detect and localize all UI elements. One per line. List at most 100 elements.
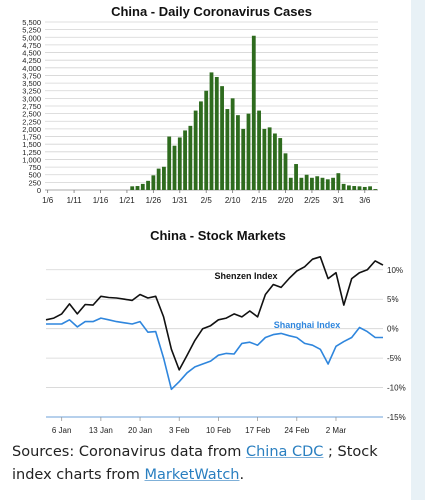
cases-bar bbox=[362, 186, 367, 190]
cases-bar bbox=[230, 98, 235, 190]
cases-y-tick-label: 1,250 bbox=[22, 148, 41, 157]
cases-bar bbox=[151, 175, 156, 190]
cases-bar bbox=[193, 110, 198, 190]
cases-y-tick-label: 2,250 bbox=[22, 117, 41, 126]
cases-y-tick-label: 2,750 bbox=[22, 102, 41, 111]
cases-bar bbox=[188, 125, 193, 190]
stock-y-tick-label: -10% bbox=[387, 384, 406, 393]
cases-bar bbox=[135, 186, 140, 190]
cases-y-tick-label: 4,000 bbox=[22, 64, 41, 73]
stock-y-tick-label: -15% bbox=[387, 413, 406, 422]
cases-bar bbox=[320, 177, 325, 190]
cases-bar bbox=[167, 136, 172, 190]
cases-x-tick-label: 2/20 bbox=[278, 196, 294, 205]
cases-y-tick-label: 3,000 bbox=[22, 94, 41, 103]
cases-bar bbox=[246, 113, 251, 190]
cases-bar bbox=[278, 138, 283, 190]
cases-bar bbox=[267, 127, 272, 190]
stock-x-tick-label: 6 Jan bbox=[52, 426, 72, 435]
cases-chart-title: China - Daily Coronavirus Cases bbox=[111, 4, 312, 19]
cases-y-tick-label: 250 bbox=[28, 178, 41, 187]
cases-y-tick-label: 4,750 bbox=[22, 41, 41, 50]
cases-y-tick-label: 5,000 bbox=[22, 33, 41, 42]
cases-y-tick-label: 2,000 bbox=[22, 125, 41, 134]
cases-bar bbox=[214, 76, 219, 190]
cases-bar bbox=[315, 176, 320, 190]
shenzen-index-label: Shenzen Index bbox=[214, 271, 277, 281]
cases-bar bbox=[336, 173, 341, 190]
caption-prefix: Sources: Coronavirus data from bbox=[12, 444, 246, 460]
cases-x-tick-label: 1/26 bbox=[146, 196, 162, 205]
cases-y-tick-label: 0 bbox=[37, 186, 41, 195]
shanghai-index-line bbox=[46, 317, 383, 391]
cases-bar bbox=[162, 166, 166, 190]
cases-bar bbox=[172, 145, 177, 190]
daily-cases-chart: China - Daily Coronavirus Cases 025050075… bbox=[22, 4, 378, 205]
cases-bar bbox=[273, 133, 277, 190]
cases-y-tick-label: 500 bbox=[28, 171, 41, 180]
cases-y-tick-label: 3,250 bbox=[22, 87, 41, 96]
stock-y-tick-label: 0% bbox=[387, 325, 399, 334]
cases-bar bbox=[146, 180, 150, 190]
cases-bar bbox=[357, 186, 362, 190]
cases-bar bbox=[341, 183, 346, 190]
cases-bar bbox=[140, 183, 145, 190]
cases-y-tick-label: 3,750 bbox=[22, 71, 41, 80]
stock-x-tick-label: 3 Feb bbox=[169, 426, 190, 435]
cases-x-tick-label: 1/31 bbox=[172, 196, 188, 205]
stock-x-tick-label: 13 Jan bbox=[89, 426, 113, 435]
shenzen-index-line bbox=[45, 255, 384, 371]
cases-x-tick-label: 2/15 bbox=[251, 196, 267, 205]
cases-bar bbox=[288, 177, 293, 190]
cases-bar bbox=[373, 189, 378, 190]
china-cdc-link[interactable]: China CDC bbox=[245, 444, 324, 460]
cases-bar bbox=[304, 174, 309, 190]
cases-bar bbox=[257, 110, 261, 190]
cases-bar bbox=[241, 128, 246, 190]
cases-bar bbox=[177, 137, 182, 190]
stock-x-tick-label: 24 Feb bbox=[284, 426, 309, 435]
cases-bar bbox=[209, 72, 214, 190]
cases-y-tick-label: 750 bbox=[28, 163, 41, 172]
caption-suffix: . bbox=[239, 467, 245, 483]
cases-bar bbox=[294, 164, 298, 190]
cases-bar bbox=[283, 153, 288, 190]
cases-x-tick-label: 2/5 bbox=[201, 196, 213, 205]
cases-x-tick-label: 1/21 bbox=[119, 196, 135, 205]
cases-bar bbox=[299, 177, 304, 190]
cases-x-tick-label: 3/6 bbox=[359, 196, 371, 205]
cases-y-tick-label: 1,000 bbox=[22, 155, 41, 164]
page-side-strip bbox=[411, 0, 425, 500]
cases-bar bbox=[156, 168, 161, 190]
stock-x-tick-label: 20 Jan bbox=[128, 426, 152, 435]
marketwatch-link[interactable]: MarketWatch bbox=[144, 467, 240, 483]
cases-bar bbox=[225, 109, 230, 190]
cases-y-tick-label: 4,500 bbox=[22, 49, 41, 58]
cases-bar bbox=[325, 179, 330, 190]
stock-markets-chart: China - Stock Markets -15% -10% -5% 0% 5% 10% 6… bbox=[45, 228, 406, 435]
cases-bar bbox=[183, 130, 187, 190]
cases-x-tick-label: 1/16 bbox=[93, 196, 109, 205]
cases-y-tick-label: 3,500 bbox=[22, 79, 41, 88]
stock-x-tick-label: 2 Mar bbox=[326, 426, 347, 435]
cases-x-tick-label: 2/10 bbox=[225, 196, 241, 205]
cases-bar bbox=[331, 177, 335, 190]
cases-x-tick-label: 1/11 bbox=[67, 196, 83, 205]
cases-bar bbox=[199, 101, 203, 190]
cases-y-tick-label: 4,250 bbox=[22, 56, 41, 65]
stock-y-tick-label: -5% bbox=[387, 354, 401, 363]
stock-chart-title: China - Stock Markets bbox=[150, 228, 286, 243]
cases-x-tick-label: 1/6 bbox=[42, 196, 54, 205]
cases-y-tick-label: 5,500 bbox=[22, 18, 41, 27]
cases-bar bbox=[352, 186, 357, 190]
sources-caption: Sources: Coronavirus data from China CDC… bbox=[12, 441, 412, 487]
stock-x-tick-label: 10 Feb bbox=[206, 426, 231, 435]
cases-bar bbox=[262, 128, 267, 190]
cases-y-tick-label: 5,250 bbox=[22, 26, 41, 35]
cases-bar bbox=[220, 86, 224, 190]
cases-bar bbox=[130, 186, 135, 190]
caption-middle: ; Stock index charts from bbox=[12, 444, 378, 483]
cases-bar bbox=[310, 177, 314, 190]
cases-bar bbox=[251, 35, 256, 190]
